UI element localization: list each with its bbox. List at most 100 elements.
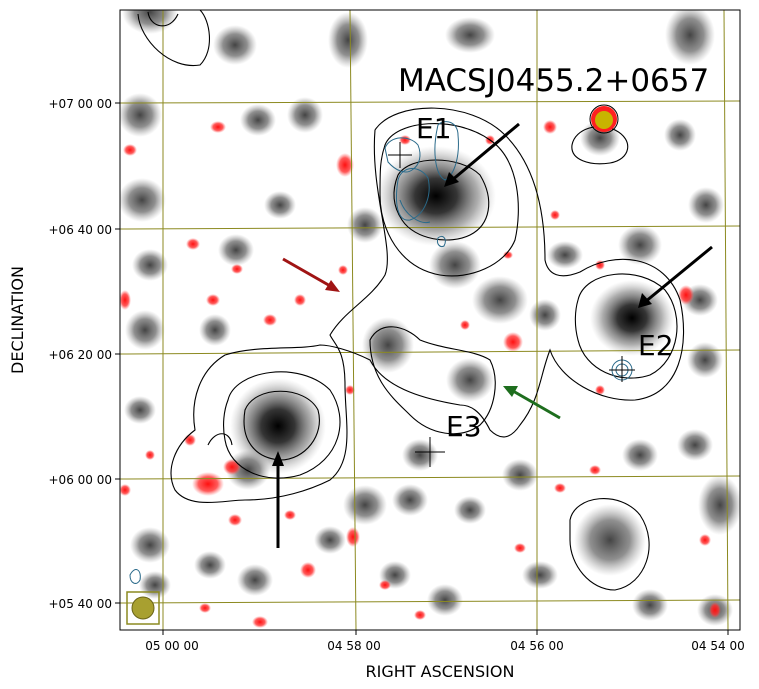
red-emission-blob <box>199 603 211 613</box>
gray-emission-blob <box>574 504 646 576</box>
plot-frame <box>119 9 741 631</box>
red-emission-blob <box>503 332 523 352</box>
red-emission-blob <box>678 285 694 305</box>
gray-emission-blob <box>502 459 538 491</box>
gray-emission-blob <box>427 584 463 616</box>
gray-emission-blob <box>698 475 740 535</box>
gray-emission-blob <box>622 439 658 471</box>
gray-emission-blob <box>446 358 494 402</box>
red-emission-blob <box>300 562 316 578</box>
gray-emission-blob <box>287 97 323 133</box>
gray-emission-blob <box>664 119 696 151</box>
x-axis-title: RIGHT ASCENSION <box>366 662 515 681</box>
gray-emission-blob <box>264 191 296 219</box>
gray-emission-blob <box>688 187 724 223</box>
red-emission-blob <box>589 465 601 475</box>
gray-emission-blob <box>194 551 226 579</box>
x-tick-label: 04 58 00 <box>327 639 380 653</box>
red-emission-blob <box>284 510 296 520</box>
gray-emission-blob <box>130 527 170 563</box>
red-emission-blob <box>228 514 242 526</box>
red-emission-blob <box>294 294 306 306</box>
gray-emission-blob <box>314 526 346 554</box>
gray-emission-blob <box>120 93 162 137</box>
red-emission-blob <box>399 135 411 145</box>
gray-emission-blob <box>230 378 326 474</box>
red-emission-blob <box>709 602 721 618</box>
gray-emission-blob <box>529 299 561 331</box>
gray-emission-blob <box>454 496 486 524</box>
red-emission-blob <box>543 120 557 134</box>
red-emission-blob <box>120 484 131 496</box>
red-emission-blob <box>206 294 220 306</box>
y-tick-label: +05 40 00 <box>49 597 113 611</box>
gray-emission-blob <box>547 241 583 269</box>
red-emission-blob <box>184 434 196 446</box>
red-emission-blob <box>223 459 241 475</box>
gray-emission-blob <box>687 342 723 378</box>
y-tick-label: +06 20 00 <box>49 348 113 362</box>
gray-emission-blob <box>618 225 662 265</box>
beam-marker <box>126 591 160 625</box>
gray-emission-blob <box>343 485 387 525</box>
y-tick-label: +06 40 00 <box>49 223 113 237</box>
y-tick-label: +07 00 00 <box>49 97 113 111</box>
gray-emission-blob <box>376 146 496 246</box>
red-emission-blob <box>346 527 360 547</box>
gray-emission-blob <box>522 561 558 589</box>
gray-emission-blob <box>402 439 438 471</box>
red-emission-blob <box>550 210 560 220</box>
gray-emission-blob <box>445 17 495 53</box>
red-emission-blob <box>210 121 226 133</box>
red-emission-blob <box>123 144 137 156</box>
gray-emission-blob <box>590 280 674 356</box>
gray-emission-blob <box>120 178 166 222</box>
red-emission-blob <box>145 450 155 460</box>
red-emission-blob <box>379 580 391 590</box>
gray-emission-blob <box>362 317 414 373</box>
compact-source <box>589 104 619 134</box>
red-emission-blob <box>699 534 711 546</box>
coordinate-grid <box>120 10 740 630</box>
gray-emission-blob <box>347 207 383 243</box>
cross-markers <box>388 142 635 467</box>
red-emission-blob <box>120 290 131 310</box>
x-tick-label: 04 56 00 <box>510 639 563 653</box>
red-emission-blob <box>345 385 355 395</box>
y-axis-title: DECLINATION <box>8 266 27 374</box>
gray-emission-blob <box>124 396 156 424</box>
red-emission-blob <box>503 251 513 259</box>
gray-emission-blob <box>213 25 257 65</box>
gray-emission-blob <box>139 571 171 599</box>
red-emission-blob <box>338 265 348 275</box>
gray-emission-blob <box>632 589 668 621</box>
red-emission-blob <box>263 314 277 326</box>
gray-emission-blob <box>226 450 270 490</box>
gray-emission-blob <box>665 10 715 65</box>
cluster-title: MACSJ0455.2+0657 <box>398 63 709 99</box>
x-tick-label: 05 00 00 <box>145 639 198 653</box>
red-emission-blob <box>460 320 470 330</box>
gray-emission-blob <box>199 314 231 346</box>
gray-emission-blob <box>240 104 276 136</box>
gray-emission-blob <box>125 310 165 350</box>
gray-emission-layer <box>120 10 740 626</box>
red-emission-blob <box>192 472 224 496</box>
x-tick-label: 04 54 00 <box>691 639 744 653</box>
gray-emission-blob <box>472 276 528 324</box>
red-emission-blob <box>336 153 354 177</box>
source-label-e3: E3 <box>446 410 482 443</box>
gray-emission-blob <box>328 12 368 68</box>
gray-emission-blob <box>237 564 273 596</box>
gray-emission-blob <box>677 429 713 461</box>
gray-emission-blob <box>392 484 428 516</box>
gray-emission-blob <box>218 234 254 266</box>
red-emission-blob <box>514 543 526 553</box>
red-emission-blob <box>414 610 426 620</box>
gray-emission-blob <box>429 241 481 289</box>
red-emission-blob <box>186 238 200 250</box>
gray-emission-blob <box>122 10 178 34</box>
red-emission-blob <box>252 616 268 628</box>
source-label-e1: E1 <box>416 112 452 145</box>
